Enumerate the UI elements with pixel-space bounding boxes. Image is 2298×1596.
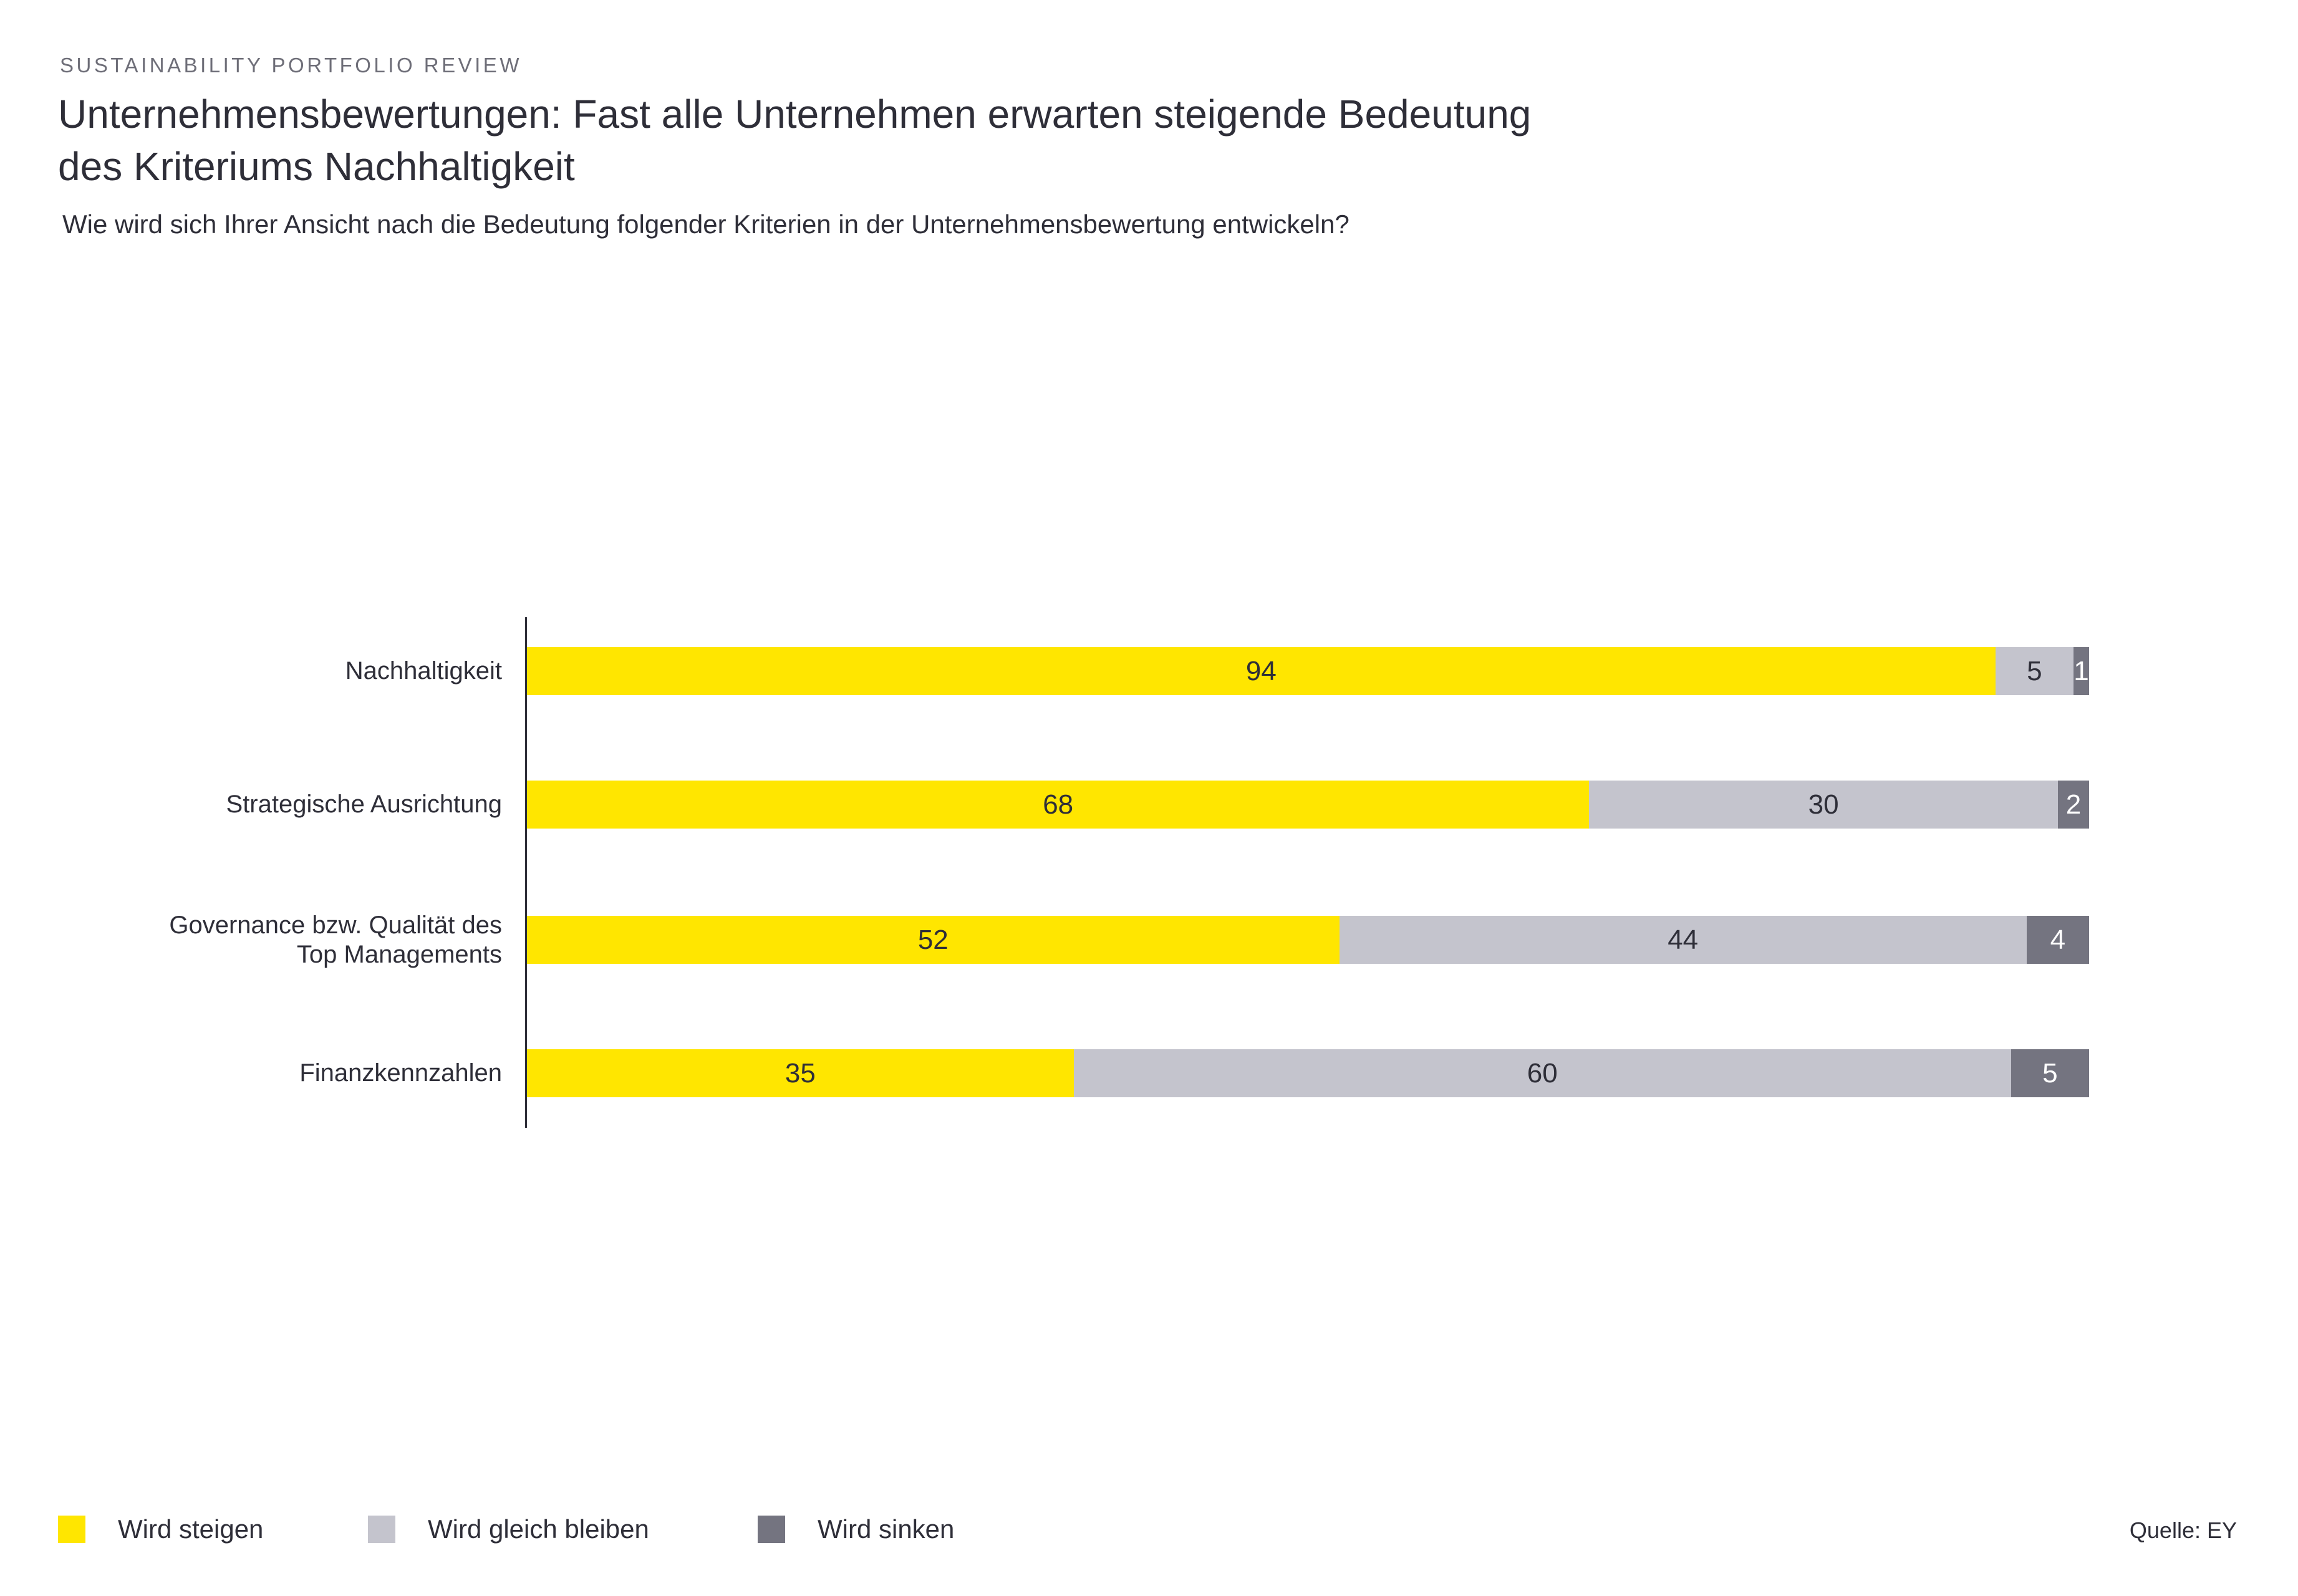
y-axis-line — [525, 617, 527, 1128]
page-title-line-1: Unternehmensbewertungen: Fast alle Unter… — [58, 92, 1532, 137]
bar-value-label: 94 — [1245, 655, 1277, 686]
page-title: Unternehmensbewertungen: Fast alle Unter… — [58, 89, 1531, 193]
bar-value-label: 30 — [1808, 789, 1839, 820]
bar-track: 94 5 1 — [527, 647, 2089, 695]
bar-value-label: 44 — [1668, 924, 1699, 955]
bar-segment: 2 — [2057, 781, 2089, 829]
bar-segment: 5 — [2011, 1049, 2089, 1097]
chart-row: Nachhaltigkeit 94 5 1 — [0, 647, 2089, 695]
bar-value-label: 60 — [1527, 1057, 1558, 1089]
legend-item: Wird gleich bleiben — [368, 1514, 649, 1544]
bar-value-label: 35 — [785, 1057, 816, 1089]
bar-segment: 52 — [527, 916, 1340, 964]
page-title-line-2: des Kriteriums Nachhaltigkeit — [58, 143, 575, 189]
bar-segment: 60 — [1073, 1049, 2011, 1097]
bar-segment: 4 — [2026, 916, 2089, 964]
bar-segment: 94 — [527, 647, 1996, 695]
bar-value-label: 68 — [1043, 789, 1074, 820]
chart-legend: Wird steigen Wird gleich bleiben Wird sink… — [0, 1514, 2298, 1544]
legend-swatch — [368, 1516, 395, 1543]
chart-row: Governance bzw. Qualität des Top Manageme… — [0, 911, 2089, 968]
bar-track: 52 44 4 — [527, 916, 2089, 964]
legend-label: Wird gleich bleiben — [428, 1514, 649, 1544]
source-attribution: Quelle: EY — [2129, 1517, 2237, 1543]
bar-segment: 5 — [1995, 647, 2074, 695]
legend-label: Wird steigen — [118, 1514, 264, 1544]
legend-item: Wird steigen — [58, 1514, 263, 1544]
category-label: Nachhaltigkeit — [345, 657, 502, 685]
legend-swatch — [758, 1516, 785, 1543]
legend-swatch — [58, 1516, 85, 1543]
bar-value-label: 5 — [2027, 655, 2042, 686]
bar-segment: 1 — [2073, 647, 2089, 695]
chart-row: Finanzkennzahlen 35 60 5 — [0, 1049, 2089, 1097]
category-label: Governance bzw. Qualität des Top Manageme… — [169, 911, 502, 968]
bar-value-label: 5 — [2042, 1057, 2058, 1089]
bar-segment: 68 — [527, 781, 1590, 829]
legend-item: Wird sinken — [758, 1514, 954, 1544]
bar-track: 68 30 2 — [527, 781, 2089, 829]
bar-value-label: 52 — [917, 924, 949, 955]
bar-segment: 44 — [1339, 916, 2027, 964]
legend-label: Wird sinken — [818, 1514, 955, 1544]
bar-segment: 30 — [1589, 781, 2058, 829]
chart-subtitle-question: Wie wird sich Ihrer Ansicht nach die Bed… — [62, 209, 1349, 239]
bar-value-label: 4 — [2050, 924, 2066, 955]
bar-track: 35 60 5 — [527, 1049, 2089, 1097]
category-label: Strategische Ausrichtung — [226, 791, 502, 819]
bar-value-label: 1 — [2074, 655, 2089, 686]
bar-value-label: 2 — [2065, 789, 2082, 820]
chart-row: Strategische Ausrichtung 68 30 2 — [0, 781, 2089, 829]
bar-segment: 35 — [527, 1049, 1074, 1097]
category-label: Finanzkennzahlen — [299, 1059, 502, 1087]
eyebrow-label: SUSTAINABILITY PORTFOLIO REVIEW — [60, 54, 522, 77]
